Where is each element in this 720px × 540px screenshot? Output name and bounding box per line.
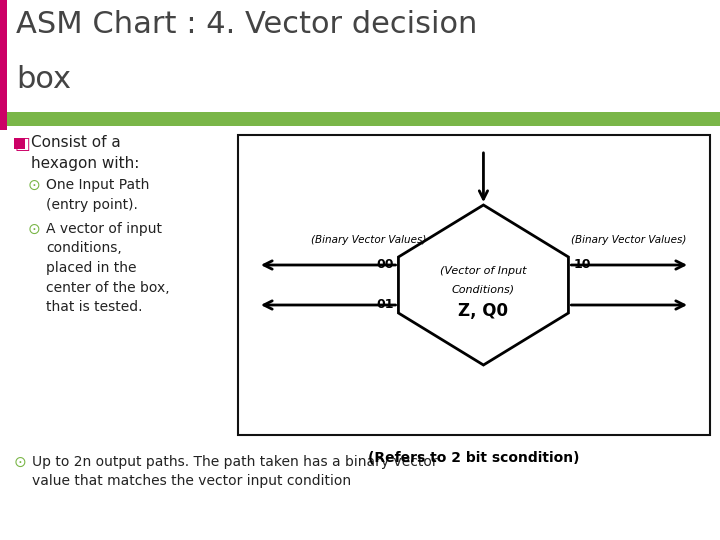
Text: ASM Chart : 4. Vector decision: ASM Chart : 4. Vector decision: [16, 10, 477, 39]
Text: box: box: [16, 65, 71, 94]
Text: □: □: [14, 135, 30, 153]
Text: 00: 00: [376, 259, 393, 272]
Text: Conditions): Conditions): [452, 284, 515, 294]
Text: One Input Path
(entry point).: One Input Path (entry point).: [46, 178, 149, 212]
Text: Up to 2n output paths. The path taken has a binary vector
value that matches the: Up to 2n output paths. The path taken ha…: [32, 455, 438, 489]
Text: 01: 01: [376, 299, 393, 312]
Text: (Refers to 2 bit scondition): (Refers to 2 bit scondition): [368, 451, 580, 465]
Bar: [238, 135, 710, 435]
Text: ⊙: ⊙: [14, 455, 27, 470]
Text: 10: 10: [573, 259, 591, 272]
Text: ⊙: ⊙: [28, 178, 41, 193]
Bar: [14, 138, 25, 149]
Text: ⊙: ⊙: [28, 222, 41, 237]
Bar: [0, 0, 7, 130]
Polygon shape: [398, 205, 569, 365]
Text: (Vector of Input: (Vector of Input: [440, 266, 527, 276]
Text: (Binary Vector Values): (Binary Vector Values): [571, 235, 686, 245]
Text: Z, Q0: Z, Q0: [459, 302, 508, 320]
Text: Consist of a
hexagon with:: Consist of a hexagon with:: [31, 135, 140, 171]
Text: A vector of input
conditions,
placed in the
center of the box,
that is tested.: A vector of input conditions, placed in …: [46, 222, 170, 314]
Bar: [7, 112, 720, 126]
Text: (Binary Vector Values): (Binary Vector Values): [311, 235, 426, 245]
